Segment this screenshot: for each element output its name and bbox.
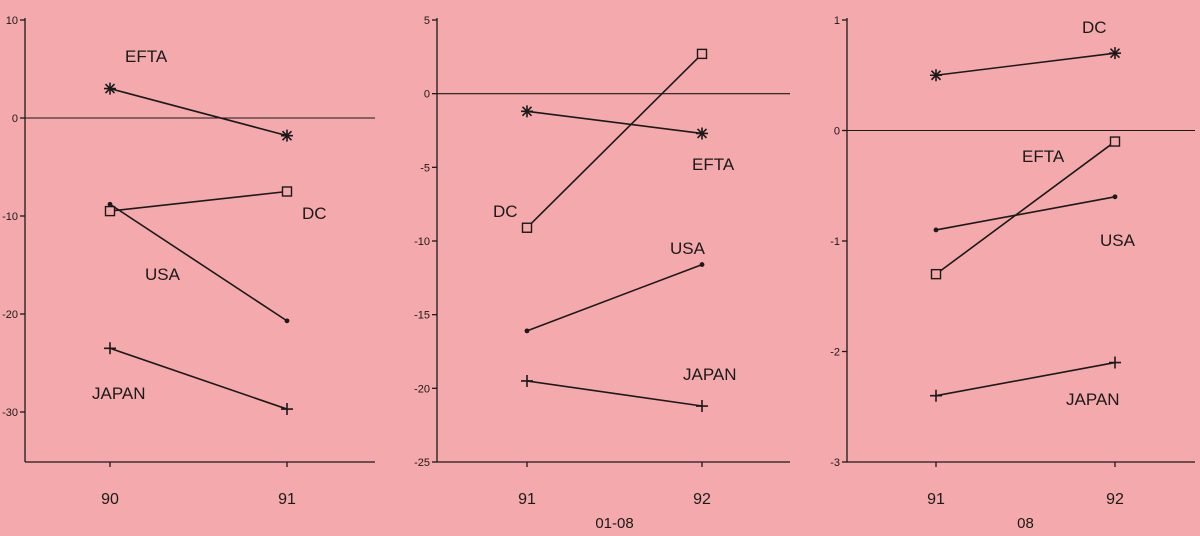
y-tick-label: 0 (12, 113, 18, 125)
y-tick-label: -30 (2, 407, 18, 419)
x-tick-label: 90 (101, 491, 119, 508)
y-tick-label: -10 (2, 211, 18, 223)
y-tick-label: -5 (420, 162, 430, 174)
square-marker (281, 186, 293, 197)
x-tick-label: 92 (693, 491, 711, 508)
x-axis-label: 08 (1017, 515, 1034, 532)
plus-marker (1109, 356, 1121, 369)
x-axis-label: 01-08 (595, 515, 633, 532)
series-japan: JAPAN (930, 356, 1121, 409)
asterisk-marker (104, 82, 116, 95)
plus-marker (281, 403, 293, 416)
y-tick-label: -3 (830, 457, 840, 469)
series-dc: DC (104, 186, 327, 223)
series-label: JAPAN (683, 365, 737, 384)
chart-panel-3: 1 0 -1 -2 -3 91 92 08 DC EFTA USA JAPAN (830, 15, 1195, 532)
square-marker (930, 268, 942, 280)
square-marker (521, 222, 533, 233)
series-efta: EFTA (521, 105, 735, 174)
square-marker (1109, 136, 1121, 147)
series-label: EFTA (1022, 147, 1065, 166)
y-tick-label: -15 (414, 310, 430, 322)
square-marker (104, 205, 116, 217)
y-tick-label: 0 (834, 126, 840, 138)
x-tick-label: 91 (927, 491, 945, 508)
asterisk-marker (281, 129, 293, 142)
y-tick-label: -25 (414, 457, 430, 469)
chart-panel-2: 5 0 -5 -10 -15 -20 -25 91 92 01-08 EFTA DC USA JAPAN (414, 15, 790, 532)
series-line (935, 140, 1116, 275)
series-line (526, 53, 703, 229)
series-label: DC (1082, 18, 1107, 37)
series-usa: USA (524, 239, 706, 334)
asterisk-marker (1109, 47, 1121, 60)
series-label: USA (1100, 231, 1136, 250)
series-line (526, 380, 703, 407)
series-japan: JAPAN (92, 342, 293, 416)
series-line (935, 361, 1116, 397)
asterisk-marker (696, 127, 708, 140)
square-marker (696, 48, 708, 60)
dot-marker (1112, 194, 1118, 200)
series-line (109, 190, 288, 212)
y-tick-label: 1 (834, 15, 840, 27)
series-efta: EFTA (930, 136, 1121, 280)
series-line (526, 263, 703, 332)
plus-marker (696, 400, 708, 413)
series-line (109, 203, 288, 322)
dot-marker (524, 328, 530, 334)
series-label: DC (302, 204, 327, 223)
dot-marker (284, 318, 290, 324)
dot-marker (107, 201, 113, 207)
series-dc: DC (930, 18, 1121, 82)
series-japan: JAPAN (521, 365, 737, 413)
series-line (526, 110, 703, 135)
dot-marker (933, 227, 939, 233)
asterisk-marker (521, 105, 533, 118)
y-tick-label: -20 (414, 383, 430, 395)
y-tick-label: -20 (2, 309, 18, 321)
series-usa: USA (107, 201, 290, 324)
plus-marker (930, 389, 942, 402)
series-label: USA (670, 239, 706, 258)
series-label: JAPAN (1066, 390, 1120, 409)
y-tick-label: -10 (414, 236, 430, 248)
plus-marker (104, 342, 116, 355)
x-tick-label: 91 (278, 491, 296, 508)
chart-panel-1: 10 0 -10 -20 -30 90 91 EFTA DC USA JAPAN (2, 15, 375, 508)
series-dc: DC (493, 48, 708, 233)
series-line (935, 196, 1116, 231)
asterisk-marker (930, 69, 942, 82)
series-line (109, 87, 288, 137)
y-tick-label: 10 (6, 15, 18, 27)
y-tick-label: 5 (424, 15, 430, 27)
series-label: USA (145, 265, 181, 284)
y-tick-label: -1 (830, 236, 840, 248)
x-tick-label: 91 (518, 491, 536, 508)
series-line (109, 347, 288, 410)
y-tick-label: -2 (830, 347, 840, 359)
y-tick-label: 0 (424, 89, 430, 101)
plus-marker (521, 374, 533, 387)
series-label: EFTA (125, 47, 168, 66)
series-line (935, 52, 1116, 77)
series-label: JAPAN (92, 384, 146, 403)
series-label: EFTA (692, 155, 735, 174)
series-label: DC (493, 202, 518, 221)
series-efta: EFTA (104, 47, 293, 142)
x-tick-label: 92 (1106, 491, 1124, 508)
dot-marker (699, 262, 705, 267)
series-usa: USA (933, 194, 1136, 250)
